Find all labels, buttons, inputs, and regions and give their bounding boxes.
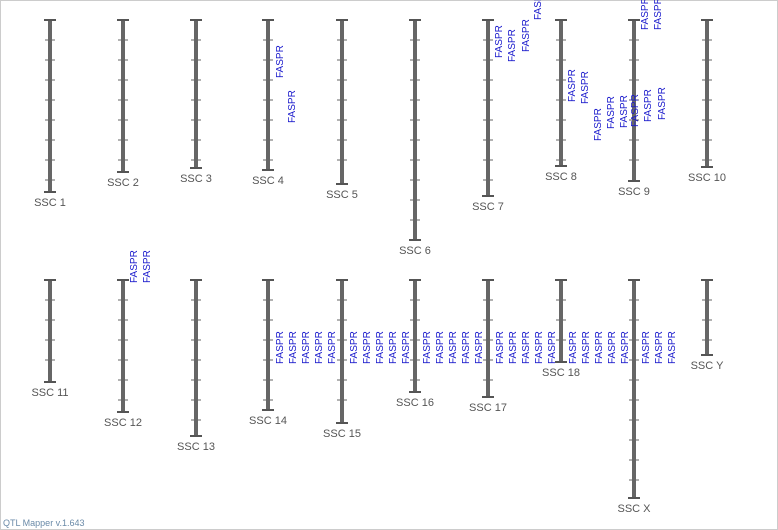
footer: QTL Mapper v.1.643	[3, 518, 85, 528]
qtl-label: FASPR	[129, 250, 140, 283]
qtl-label: FASPR	[448, 331, 459, 364]
qtl-label: FASPR	[275, 331, 286, 364]
qtl-label: FASPR	[534, 331, 545, 364]
qtl-label: FASPR	[533, 0, 544, 20]
qtl-label: FASPR	[521, 331, 532, 364]
qtl-label: FASPR	[581, 331, 592, 364]
chromosome-label: SSC 12	[104, 417, 142, 429]
qtl-label: FASPR	[287, 90, 298, 123]
chromosome-label: SSC 14	[249, 415, 287, 427]
qtl-label: FASPR	[275, 45, 286, 78]
chromosome	[194, 20, 198, 168]
qtl-label: FASPR	[567, 69, 578, 102]
chromosome	[705, 280, 709, 355]
qtl-label: FASPR	[422, 331, 433, 364]
chromosome	[486, 20, 490, 196]
qtl-label: FASPR	[641, 331, 652, 364]
chromosome	[486, 280, 490, 397]
chromosome	[266, 280, 270, 410]
chromosome	[48, 280, 52, 382]
qtl-label: FASPR	[619, 95, 630, 128]
qtl-label: FASPR	[653, 0, 664, 30]
chromosome-label: SSC 5	[326, 189, 358, 201]
qtl-label: FASPR	[362, 331, 373, 364]
chromosome	[340, 20, 344, 184]
qtl-label: FASPR	[401, 331, 412, 364]
qtl-label: FASPR	[607, 331, 618, 364]
chromosome-label: SSC 16	[396, 397, 434, 409]
chromosome-label: SSC 1	[34, 197, 66, 209]
qtl-label: FASPR	[667, 331, 678, 364]
chromosome	[632, 280, 636, 498]
chromosome	[413, 20, 417, 240]
qtl-label: FASPR	[301, 331, 312, 364]
chromosome-label: SSC 9	[618, 186, 650, 198]
qtl-label: FASPR	[593, 108, 604, 141]
qtl-label: FASPR	[314, 331, 325, 364]
chromosome-label: SSC 2	[107, 177, 139, 189]
qtl-label: FASPR	[521, 19, 532, 52]
qtl-label: FASPR	[142, 250, 153, 283]
qtl-label: FASPR	[643, 89, 654, 122]
chromosome-label: SSC X	[617, 503, 651, 515]
qtl-label: FASPR	[630, 94, 641, 127]
qtl-label: FASPR	[640, 0, 651, 30]
qtl-label: FASPR	[474, 331, 485, 364]
qtl-label: FASPR	[349, 331, 360, 364]
qtl-label: FASPR	[494, 25, 505, 58]
qtl-label: FASPR	[568, 331, 579, 364]
qtl-label: FASPR	[654, 331, 665, 364]
chromosome-label: SSC 17	[469, 402, 507, 414]
chromosome-label: SSC 13	[177, 441, 215, 453]
chromosome	[121, 280, 125, 412]
chromosome	[48, 20, 52, 192]
chromosome	[194, 280, 198, 436]
chromosome-label: SSC Y	[691, 360, 724, 372]
qtl-label: FASPR	[657, 87, 668, 120]
chromosome-label: SSC 4	[252, 175, 284, 187]
qtl-label: FASPR	[606, 96, 617, 129]
chromosome-label: SSC 3	[180, 173, 212, 185]
qtl-label: FASPR	[495, 331, 506, 364]
qtl-label: FASPR	[508, 331, 519, 364]
chromosome-label: SSC 7	[472, 201, 504, 213]
chromosome	[559, 20, 563, 166]
qtl-label: FASPR	[388, 331, 399, 364]
qtl-label: FASPR	[435, 331, 446, 364]
chromosome-label: SSC 6	[399, 245, 431, 257]
chromosome	[266, 20, 270, 170]
chromosome-label: SSC 8	[545, 171, 577, 183]
qtl-label: FASPR	[327, 331, 338, 364]
chromosome	[340, 280, 344, 423]
qtl-label: FASPR	[620, 331, 631, 364]
qtl-label: FASPR	[288, 331, 299, 364]
chromosome-label: SSC 18	[542, 367, 580, 379]
qtl-label: FASPR	[507, 29, 518, 62]
qtl-label: FASPR	[594, 331, 605, 364]
chromosome	[121, 20, 125, 172]
qtl-label: FASPR	[547, 331, 558, 364]
chromosome-label: SSC 15	[323, 428, 361, 440]
chromosome-label: SSC 10	[688, 172, 726, 184]
chromosome	[705, 20, 709, 167]
chromosome	[413, 280, 417, 392]
chromosome-label: SSC 11	[31, 387, 68, 399]
qtl-label: FASPR	[580, 71, 591, 104]
qtl-label: FASPR	[375, 331, 386, 364]
qtl-label: FASPR	[461, 331, 472, 364]
chromosome	[559, 280, 563, 362]
